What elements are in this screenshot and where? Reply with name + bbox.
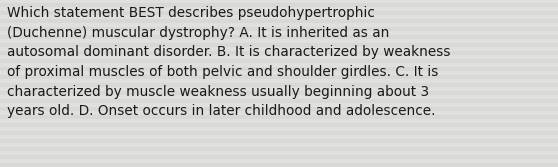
- Bar: [0, 135, 558, 139]
- Bar: [0, 79, 558, 83]
- Bar: [0, 127, 558, 131]
- Bar: [0, 99, 558, 103]
- Bar: [0, 39, 558, 43]
- Bar: [0, 143, 558, 147]
- Bar: [0, 63, 558, 67]
- Bar: [0, 7, 558, 11]
- Bar: [0, 67, 558, 71]
- Bar: [0, 11, 558, 15]
- Bar: [0, 15, 558, 19]
- Bar: [0, 107, 558, 111]
- Bar: [0, 59, 558, 63]
- Bar: [0, 75, 558, 79]
- Bar: [0, 111, 558, 115]
- Bar: [0, 115, 558, 119]
- Bar: [0, 139, 558, 143]
- Bar: [0, 71, 558, 75]
- Bar: [0, 23, 558, 27]
- Bar: [0, 51, 558, 55]
- Bar: [0, 0, 558, 3]
- Bar: [0, 35, 558, 39]
- Bar: [0, 147, 558, 151]
- Bar: [0, 163, 558, 167]
- Bar: [0, 27, 558, 31]
- Bar: [0, 131, 558, 135]
- Text: Which statement BEST describes pseudohypertrophic
(Duchenne) muscular dystrophy?: Which statement BEST describes pseudohyp…: [7, 6, 450, 118]
- Bar: [0, 119, 558, 123]
- Bar: [0, 19, 558, 23]
- Bar: [0, 103, 558, 107]
- Bar: [0, 155, 558, 159]
- Bar: [0, 87, 558, 91]
- Bar: [0, 123, 558, 127]
- Bar: [0, 95, 558, 99]
- Bar: [0, 159, 558, 163]
- Bar: [0, 91, 558, 95]
- Bar: [0, 47, 558, 51]
- Bar: [0, 3, 558, 7]
- Bar: [0, 151, 558, 155]
- Bar: [0, 31, 558, 35]
- Bar: [0, 83, 558, 87]
- Bar: [0, 43, 558, 47]
- Bar: [0, 55, 558, 59]
